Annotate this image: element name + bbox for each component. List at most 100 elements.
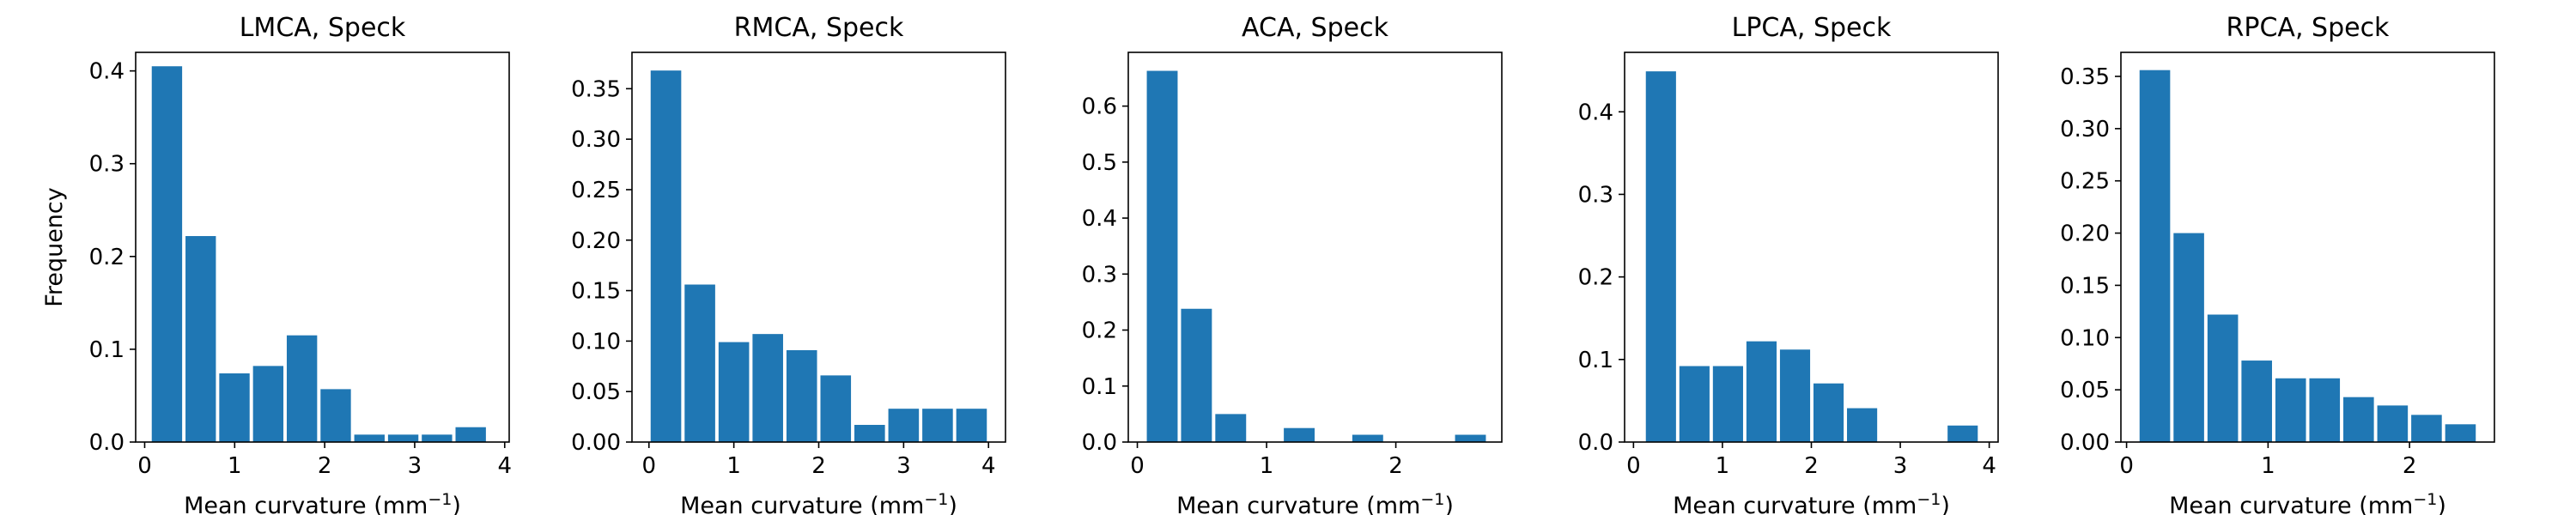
- histogram-bar: [2309, 378, 2341, 442]
- histogram-bar: [888, 409, 920, 442]
- x-tick-label: 0: [2119, 453, 2134, 479]
- histogram-bar: [286, 335, 318, 442]
- histogram-bar: [1746, 341, 1777, 442]
- histogram-bar: [1645, 71, 1676, 443]
- x-tick-label: 2: [1388, 453, 1403, 479]
- histogram-bar: [684, 284, 715, 442]
- x-tick-label: 0: [1626, 453, 1641, 479]
- histogram-bar: [219, 373, 250, 442]
- histogram-bar: [1181, 308, 1212, 442]
- y-tick-label: 0.00: [571, 430, 621, 456]
- histogram-panel-1: 0 1 2 3 4 0.0 0.1 0.2 0.3 0.4 LMCA, Speck Mean curv…: [89, 13, 512, 515]
- histogram-bar: [2241, 360, 2272, 442]
- x-tick-label: 3: [896, 453, 911, 479]
- histogram-bar: [854, 425, 885, 442]
- histogram-bar: [2343, 397, 2374, 442]
- histogram-bar: [2207, 314, 2239, 442]
- y-tick-label: 0.05: [571, 379, 621, 405]
- y-tick-label: 0.35: [2060, 64, 2110, 90]
- y-tick-label: 0.0: [89, 430, 125, 456]
- x-axis-label: Mean curvature (mm−1): [680, 490, 957, 515]
- histogram-bar: [1712, 366, 1743, 442]
- histogram-bar: [1215, 414, 1247, 442]
- y-tick-label: 0.00: [2060, 430, 2110, 456]
- x-tick-label: 0: [137, 453, 152, 479]
- histogram-bar: [2139, 70, 2171, 443]
- y-tick-label: 0.1: [1578, 348, 1613, 373]
- x-axis-label: Mean curvature (mm−1): [2169, 490, 2446, 515]
- x-axis-label: Mean curvature (mm−1): [184, 490, 461, 515]
- histogram-bar: [1813, 383, 1844, 442]
- histogram-bar: [252, 366, 284, 442]
- histogram-bar: [2173, 233, 2204, 442]
- y-tick-label: 0.2: [1578, 265, 1613, 291]
- histogram-bar: [1679, 366, 1710, 442]
- x-tick-label: 0: [1130, 453, 1145, 479]
- histogram-bar: [820, 375, 852, 442]
- y-tick-label: 0.2: [89, 245, 125, 270]
- y-tick-label: 0.35: [571, 76, 621, 102]
- y-tick-label: 0.4: [1578, 100, 1613, 125]
- histogram-bar: [455, 427, 486, 442]
- x-tick-label: 2: [318, 453, 332, 479]
- axes-frame: [2120, 52, 2495, 443]
- y-tick-label: 0.10: [571, 329, 621, 354]
- histogram-bar: [650, 70, 682, 442]
- histogram-bar: [151, 66, 183, 442]
- y-tick-label: 0.5: [1082, 150, 1117, 176]
- y-tick-label: 0.6: [1082, 94, 1117, 120]
- histogram-panel-5: 0 1 2 0.00 0.05 0.10 0.15 0.20 0.25 0.30 0.35 RPCA,…: [2060, 13, 2495, 515]
- axes-frame: [1127, 52, 1503, 443]
- x-axis-label: Mean curvature (mm−1): [1673, 490, 1950, 515]
- x-tick-label: 3: [408, 453, 422, 479]
- axes-frame: [135, 52, 510, 443]
- panel-title: RPCA, Speck: [2227, 13, 2391, 43]
- x-tick-label: 4: [1982, 453, 1996, 479]
- y-tick-label: 0.25: [571, 178, 621, 203]
- y-tick-label: 0.30: [2060, 117, 2110, 142]
- y-tick-label: 0.15: [2060, 273, 2110, 299]
- histogram-bar: [1146, 70, 1178, 442]
- histogram-bar: [354, 434, 385, 442]
- y-tick-label: 0.2: [1082, 318, 1117, 344]
- histogram-bar: [185, 236, 216, 442]
- y-tick-label: 0.15: [571, 279, 621, 305]
- y-tick-label: 0.10: [2060, 325, 2110, 351]
- panel-title: ACA, Speck: [1242, 13, 1389, 43]
- histogram-bar: [2445, 424, 2476, 442]
- y-tick-label: 0.3: [1578, 182, 1613, 208]
- x-tick-label: 2: [1804, 453, 1819, 479]
- histogram-bar: [1847, 408, 1878, 442]
- x-tick-label: 1: [726, 453, 741, 479]
- histogram-bar: [1352, 434, 1383, 442]
- x-tick-label: 4: [981, 453, 996, 479]
- y-tick-label: 0.0: [1578, 430, 1613, 456]
- histogram-bar: [2275, 378, 2306, 442]
- x-tick-label: 0: [641, 453, 656, 479]
- y-tick-label: 0.30: [571, 127, 621, 153]
- y-tick-label: 0.3: [1082, 262, 1117, 288]
- y-tick-label: 0.05: [2060, 378, 2110, 403]
- histogram-bar: [422, 434, 453, 442]
- y-tick-label: 0.4: [89, 59, 125, 85]
- histogram-bar: [2411, 415, 2442, 442]
- x-axis-label: Mean curvature (mm−1): [1176, 490, 1454, 515]
- x-tick-label: 2: [811, 453, 826, 479]
- panel-title: LPCA, Speck: [1732, 13, 1892, 43]
- histogram-bar: [922, 409, 953, 442]
- histogram-bar: [2377, 405, 2409, 442]
- y-tick-label: 0.0: [1082, 430, 1117, 456]
- histogram-bar: [1779, 349, 1811, 442]
- histogram-bar: [320, 389, 351, 442]
- y-axis-label: Frequency: [41, 187, 68, 307]
- y-tick-label: 0.4: [1082, 206, 1117, 232]
- histogram-bar: [387, 434, 419, 442]
- histogram-panel-4: 0 1 2 3 4 0.0 0.1 0.2 0.3 0.4 LPCA, Speck Mean curv…: [1578, 13, 1999, 515]
- x-tick-label: 1: [1716, 453, 1730, 479]
- y-tick-label: 0.3: [89, 152, 125, 178]
- histogram-panel-2: 0 1 2 3 4 0.00 0.05 0.10 0.15 0.20 0.25 0.30 0.35 RMC…: [571, 13, 1006, 515]
- panel-title: RMCA, Speck: [734, 13, 904, 43]
- histogram-bar: [1455, 434, 1486, 442]
- histogram-bar: [1284, 427, 1315, 442]
